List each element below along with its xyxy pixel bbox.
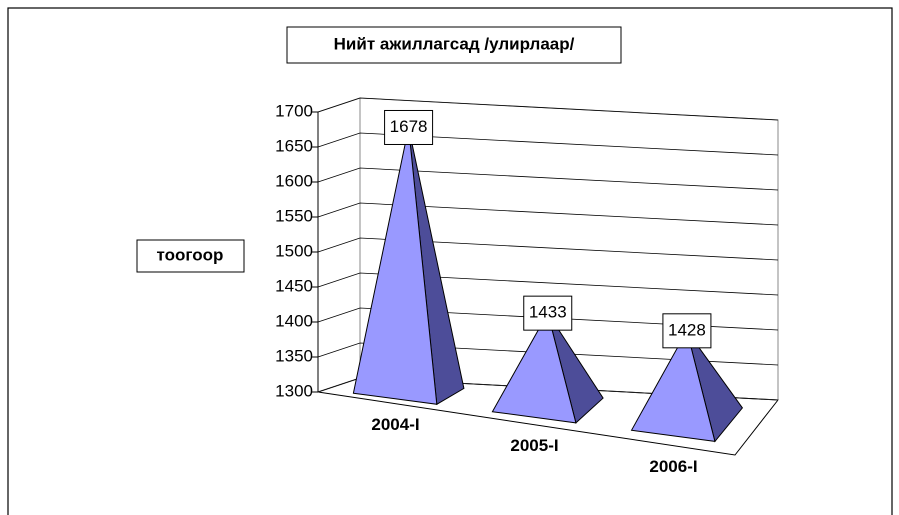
y-tick-label: 1500 xyxy=(275,241,313,260)
value-label: 1428 xyxy=(668,320,706,339)
y-tick-label: 1300 xyxy=(275,381,313,400)
y-tick-label: 1550 xyxy=(275,206,313,225)
value-label-box xyxy=(662,313,712,349)
y-tick-label: 1600 xyxy=(275,171,313,190)
pyramid xyxy=(491,311,604,424)
value-label-box xyxy=(384,109,434,145)
y-tick-label: 1350 xyxy=(275,346,313,365)
chart-title: Нийт ажиллагсад /улирлаар/ xyxy=(334,34,575,53)
grid-line xyxy=(317,132,779,156)
grid-line xyxy=(317,307,779,331)
y-label-box xyxy=(136,239,245,273)
x-tick-label: 2006-I xyxy=(649,457,697,476)
value-label-box xyxy=(523,295,573,331)
y-axis-label: тоогоор xyxy=(157,245,224,264)
grid-line xyxy=(317,202,779,226)
grid-line xyxy=(317,237,779,261)
pyramid-front xyxy=(352,127,438,405)
value-label: 1678 xyxy=(390,117,428,136)
y-tick-label: 1400 xyxy=(275,311,313,330)
pyramid xyxy=(352,127,465,406)
pyramid-front xyxy=(491,311,577,424)
grid-line xyxy=(317,97,779,121)
pyramid xyxy=(630,329,744,443)
grid-line xyxy=(317,272,779,296)
y-tick-label: 1700 xyxy=(275,101,313,120)
grid-line xyxy=(317,342,779,366)
pyramid-front xyxy=(630,329,716,442)
y-tick-label: 1450 xyxy=(275,276,313,295)
y-tick-label: 1650 xyxy=(275,136,313,155)
value-label: 1433 xyxy=(529,303,567,322)
grid-line xyxy=(317,167,779,191)
title-box xyxy=(286,26,622,64)
x-tick-label: 2005-I xyxy=(510,436,558,455)
x-tick-label: 2004-I xyxy=(371,415,419,434)
